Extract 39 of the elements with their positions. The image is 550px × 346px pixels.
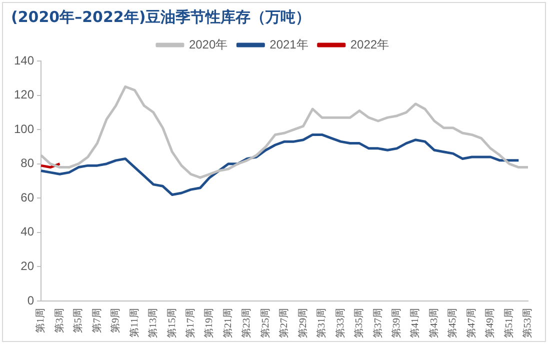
x-tick-label: 第15周 bbox=[166, 308, 178, 338]
x-tick-label: 第31周 bbox=[316, 308, 328, 338]
x-tick-label: 第29周 bbox=[296, 308, 309, 338]
legend-label: 2020年 bbox=[188, 37, 228, 52]
x-tick-label: 第3周 bbox=[53, 308, 66, 333]
y-tick-label: 60 bbox=[20, 190, 34, 204]
legend-label: 2021年 bbox=[270, 37, 308, 52]
x-tick-label: 第33周 bbox=[334, 308, 346, 338]
y-tick-label: 40 bbox=[20, 224, 34, 239]
x-tick-label: 第47周 bbox=[465, 308, 478, 338]
x-tick-label: 第9周 bbox=[110, 308, 122, 333]
x-tick-label: 第21周 bbox=[222, 308, 234, 338]
x-tick-label: 第51周 bbox=[502, 308, 515, 338]
y-tick-label: 100 bbox=[14, 122, 34, 136]
x-tick-label: 第23周 bbox=[240, 308, 253, 338]
y-tick-label: 120 bbox=[14, 88, 34, 102]
legend-label: 2022年 bbox=[350, 37, 390, 52]
x-tick-label: 第11周 bbox=[128, 308, 140, 338]
x-tick-label: 第25周 bbox=[259, 308, 272, 338]
x-tick-label: 第37周 bbox=[372, 308, 384, 338]
x-tick-label: 第43周 bbox=[428, 308, 440, 338]
x-tick-label: 第45周 bbox=[446, 308, 459, 338]
chart-title: (2020年–2022年)豆油季节性库存（万吨） bbox=[11, 8, 311, 27]
x-tick-label: 第27周 bbox=[278, 308, 290, 338]
x-tick-label: 第49周 bbox=[484, 308, 496, 338]
x-tick-label: 第1周 bbox=[34, 308, 47, 333]
y-tick-label: 80 bbox=[20, 156, 34, 170]
x-tick-label: 第19周 bbox=[203, 308, 216, 338]
x-tick-label: 第39周 bbox=[390, 308, 403, 338]
x-tick-label: 第53周 bbox=[522, 308, 534, 338]
y-tick-label: 0 bbox=[27, 293, 34, 308]
x-tick-label: 第7周 bbox=[90, 308, 103, 333]
y-tick-label: 140 bbox=[14, 53, 34, 68]
x-tick-label: 第35周 bbox=[353, 308, 366, 338]
x-tick-label: 第5周 bbox=[72, 308, 84, 333]
x-tick-label: 第13周 bbox=[147, 308, 160, 338]
x-tick-label: 第17周 bbox=[184, 308, 196, 338]
y-tick-label: 20 bbox=[20, 259, 34, 274]
x-tick-label: 第41周 bbox=[409, 308, 422, 338]
